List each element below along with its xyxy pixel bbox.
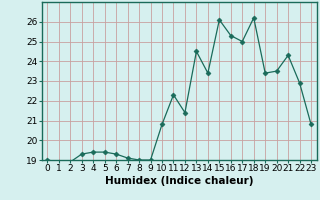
X-axis label: Humidex (Indice chaleur): Humidex (Indice chaleur) xyxy=(105,176,253,186)
